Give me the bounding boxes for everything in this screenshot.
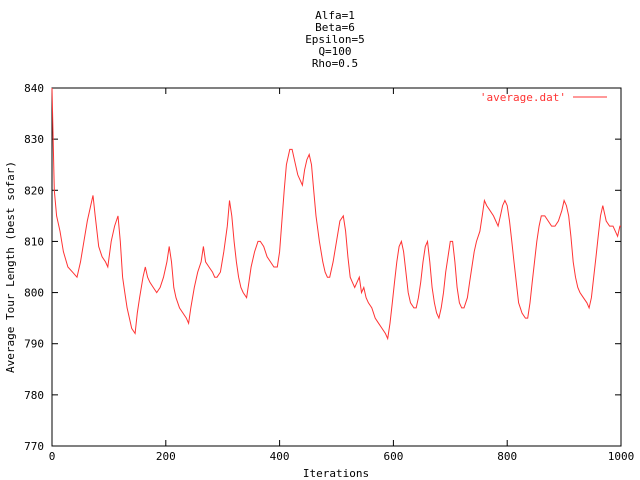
y-tick-label: 770 (24, 440, 44, 453)
y-tick-label: 820 (24, 184, 44, 197)
title-line-beta: Beta=6 (315, 21, 355, 34)
legend-label: 'average.dat' (480, 91, 566, 104)
y-tick-label: 840 (24, 82, 44, 95)
x-tick-label: 600 (383, 450, 403, 463)
y-tick-label: 790 (24, 338, 44, 351)
title-line-rho: Rho=0.5 (312, 57, 358, 70)
y-axis-label: Average Tour Length (best sofar) (4, 161, 17, 373)
x-tick-label: 400 (270, 450, 290, 463)
x-tick-label: 800 (497, 450, 517, 463)
series-line-average (51, 87, 621, 341)
legend: 'average.dat' (480, 91, 607, 104)
y-tick-label: 810 (24, 235, 44, 248)
x-tick-label: 0 (49, 450, 56, 463)
x-axis-label: Iterations (303, 467, 369, 480)
plot-frame (51, 87, 622, 447)
x-tick-label: 200 (156, 450, 176, 463)
title-line-alfa: Alfa=1 (315, 9, 355, 22)
title-line-epsilon: Epsilon=5 (305, 33, 365, 46)
x-axis-ticks: 0 200 400 600 800 1000 (49, 88, 635, 463)
y-tick-label: 780 (24, 389, 44, 402)
y-tick-label: 830 (24, 133, 44, 146)
chart-title: Alfa=1 Beta=6 Epsilon=5 Q=100 Rho=0.5 (305, 9, 365, 70)
y-axis-ticks: 770 780 790 800 810 820 830 840 (24, 82, 621, 453)
x-tick-label: 1000 (608, 450, 635, 463)
y-tick-label: 800 (24, 287, 44, 300)
title-line-q: Q=100 (318, 45, 351, 58)
